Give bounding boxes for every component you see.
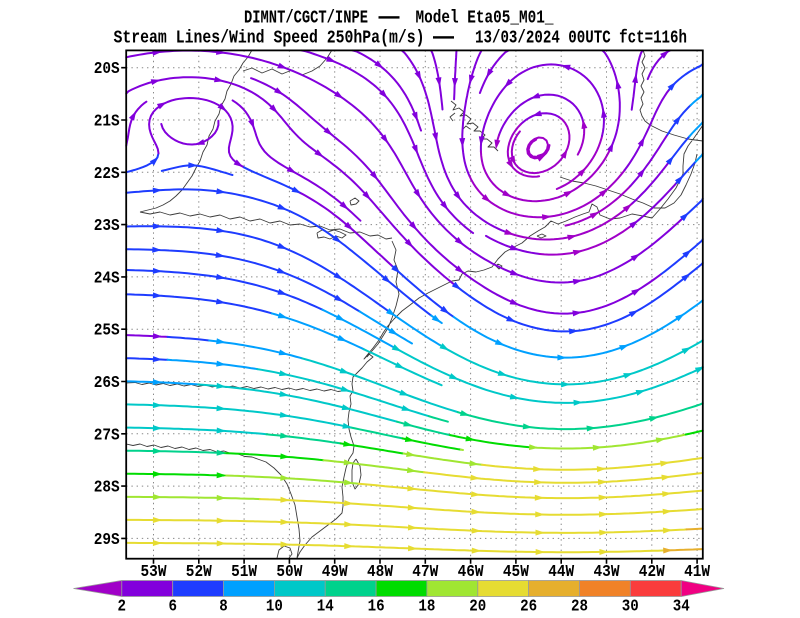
svg-text:26S: 26S	[94, 374, 120, 393]
svg-text:Stream Lines/Wind Speed 250hPa: Stream Lines/Wind Speed 250hPa(m/s)	[114, 29, 425, 49]
svg-text:34: 34	[673, 598, 690, 617]
svg-text:28: 28	[571, 598, 588, 617]
svg-text:DIMNT/CGCT/INPE: DIMNT/CGCT/INPE	[244, 9, 368, 29]
svg-text:27S: 27S	[94, 426, 120, 445]
svg-text:47W: 47W	[412, 563, 439, 582]
svg-text:26: 26	[520, 598, 537, 617]
svg-text:23S: 23S	[94, 217, 120, 236]
svg-text:6: 6	[168, 598, 177, 617]
svg-text:Model Eta05_M01_: Model Eta05_M01_	[416, 9, 554, 29]
svg-text:14: 14	[317, 598, 334, 617]
svg-text:2: 2	[118, 598, 127, 617]
svg-text:20: 20	[469, 598, 486, 617]
svg-text:29S: 29S	[94, 531, 120, 550]
svg-text:46W: 46W	[458, 563, 485, 582]
svg-text:41W: 41W	[684, 563, 711, 582]
svg-text:16: 16	[368, 598, 385, 617]
svg-text:30: 30	[622, 598, 639, 617]
svg-text:48W: 48W	[367, 563, 394, 582]
svg-text:45W: 45W	[503, 563, 530, 582]
svg-text:52W: 52W	[186, 563, 213, 582]
svg-text:53W: 53W	[141, 563, 168, 582]
svg-text:21S: 21S	[94, 113, 120, 132]
svg-text:18: 18	[418, 598, 435, 617]
svg-text:28S: 28S	[94, 479, 120, 498]
svg-text:8: 8	[219, 598, 228, 617]
svg-text:10: 10	[266, 598, 283, 617]
svg-text:20S: 20S	[94, 60, 120, 79]
svg-text:51W: 51W	[231, 563, 258, 582]
svg-text:24S: 24S	[94, 269, 120, 288]
svg-text:50W: 50W	[276, 563, 303, 582]
svg-text:43W: 43W	[594, 563, 621, 582]
svg-text:22S: 22S	[94, 165, 120, 184]
svg-text:25S: 25S	[94, 322, 120, 341]
svg-text:13/03/2024 00UTC fct=116h: 13/03/2024 00UTC fct=116h	[475, 29, 687, 49]
svg-text:49W: 49W	[322, 563, 349, 582]
svg-text:42W: 42W	[639, 563, 666, 582]
svg-text:44W: 44W	[548, 563, 575, 582]
